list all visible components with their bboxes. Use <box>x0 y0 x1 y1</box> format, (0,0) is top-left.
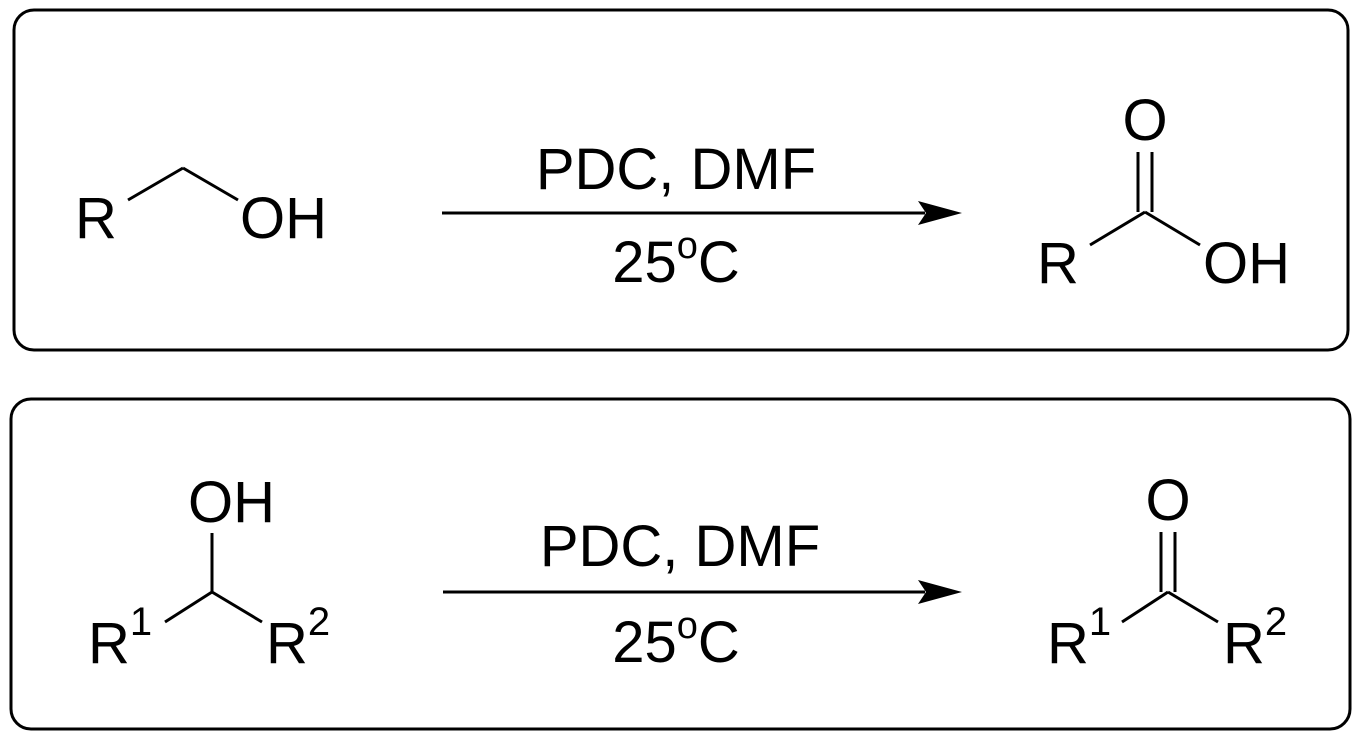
product-2-r1-superscript: 1 <box>1089 600 1111 644</box>
reaction-2-arrow-head <box>918 580 962 604</box>
reactant-2-r2-label: R2 <box>266 600 330 676</box>
reaction-2-conditions: PDC, DMF 25oC <box>443 514 962 675</box>
reactant-2-bond-c-r2 <box>211 590 263 624</box>
product-2-r2-label: R2 <box>1223 600 1287 676</box>
reaction-2-box <box>9 397 1352 731</box>
reaction-2-temp-degree: o <box>677 605 698 647</box>
reaction-1-box <box>12 8 1350 352</box>
reactant-1-bond-r-c <box>127 166 184 202</box>
product-2-r2-superscript: 2 <box>1265 600 1287 644</box>
reaction-1-conditions: PDC, DMF 25oC <box>442 137 962 295</box>
reactant-1-bond-c-o <box>182 166 239 202</box>
product-2-r2-symbol: R <box>1223 611 1265 676</box>
product-2-r1-symbol: R <box>1047 611 1089 676</box>
reaction-1-temperature: 25oC <box>612 225 740 295</box>
reaction-1-arrow-head <box>918 201 962 225</box>
reactant-1-r-label: R <box>75 186 117 251</box>
reaction-1-temp-unit: C <box>698 230 740 295</box>
product-1-bond-c-o <box>1144 210 1201 247</box>
product-1-o-label: O <box>1122 88 1167 153</box>
reaction-2-temperature: 25oC <box>612 605 740 675</box>
reactant-1-oh-label: OH <box>240 186 327 251</box>
reaction-2-temp-unit: C <box>698 610 740 675</box>
reaction-2-temp-value: 25 <box>612 610 677 675</box>
reaction-1-product: O R OH <box>1037 88 1290 296</box>
product-1-oh-label: OH <box>1203 231 1290 296</box>
reaction-1-reactant: R OH <box>75 166 327 251</box>
reaction-1-temp-value: 25 <box>612 230 677 295</box>
reaction-1-temp-degree: o <box>677 225 698 267</box>
reaction-2-reagents: PDC, DMF <box>540 514 820 579</box>
product-2-o-label: O <box>1145 468 1190 533</box>
reactant-2-oh-label: OH <box>188 470 275 535</box>
reaction-1-panel: R OH PDC, DMF 25oC O R OH <box>12 8 1350 352</box>
product-1-r-label: R <box>1037 231 1079 296</box>
reactant-2-bond-r1-c <box>164 590 213 624</box>
reaction-2-panel: OH R1 R2 PDC, DMF 25oC O R <box>9 397 1352 731</box>
product-1-bond-r-c <box>1089 210 1146 247</box>
reaction-1-reagents: PDC, DMF <box>536 137 816 202</box>
product-2-r1-label: R1 <box>1047 600 1111 676</box>
product-2-bond-r1-c <box>1121 590 1169 624</box>
reactant-2-r1-label: R1 <box>88 600 152 676</box>
reaction-2-reactant: OH R1 R2 <box>88 470 330 676</box>
reactant-2-r1-superscript: 1 <box>130 600 152 644</box>
product-2-bond-c-r2 <box>1167 590 1219 624</box>
reaction-2-product: O R1 R2 <box>1047 468 1287 676</box>
reactant-2-r2-symbol: R <box>266 611 308 676</box>
reactant-2-r1-symbol: R <box>88 611 130 676</box>
reactant-2-r2-superscript: 2 <box>308 600 330 644</box>
